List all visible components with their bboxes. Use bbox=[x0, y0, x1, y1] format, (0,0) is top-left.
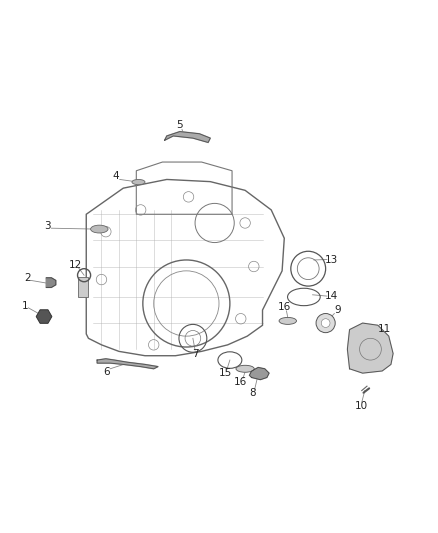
Ellipse shape bbox=[279, 318, 297, 325]
Polygon shape bbox=[250, 367, 269, 379]
Circle shape bbox=[321, 319, 330, 327]
Polygon shape bbox=[347, 323, 393, 373]
Text: 6: 6 bbox=[103, 367, 110, 377]
Polygon shape bbox=[36, 310, 52, 324]
Text: 7: 7 bbox=[192, 349, 198, 359]
Text: 13: 13 bbox=[325, 255, 338, 264]
Ellipse shape bbox=[91, 225, 108, 233]
Polygon shape bbox=[97, 359, 158, 369]
Text: 11: 11 bbox=[378, 324, 391, 334]
Circle shape bbox=[316, 313, 335, 333]
Text: 3: 3 bbox=[45, 221, 51, 231]
Text: 16: 16 bbox=[234, 377, 247, 387]
Text: 1: 1 bbox=[22, 301, 28, 311]
Polygon shape bbox=[165, 132, 210, 142]
Ellipse shape bbox=[132, 180, 145, 184]
Bar bbox=[78, 277, 88, 297]
Text: 12: 12 bbox=[69, 260, 82, 270]
Text: 4: 4 bbox=[113, 172, 119, 181]
Text: 15: 15 bbox=[219, 368, 232, 378]
Text: 9: 9 bbox=[334, 305, 341, 315]
Text: 5: 5 bbox=[177, 119, 183, 130]
Text: 16: 16 bbox=[278, 302, 291, 312]
Text: 2: 2 bbox=[24, 273, 31, 283]
Text: 8: 8 bbox=[250, 387, 256, 398]
Polygon shape bbox=[46, 278, 56, 287]
Text: 14: 14 bbox=[325, 291, 338, 301]
Ellipse shape bbox=[236, 365, 254, 372]
Text: 10: 10 bbox=[355, 401, 368, 411]
